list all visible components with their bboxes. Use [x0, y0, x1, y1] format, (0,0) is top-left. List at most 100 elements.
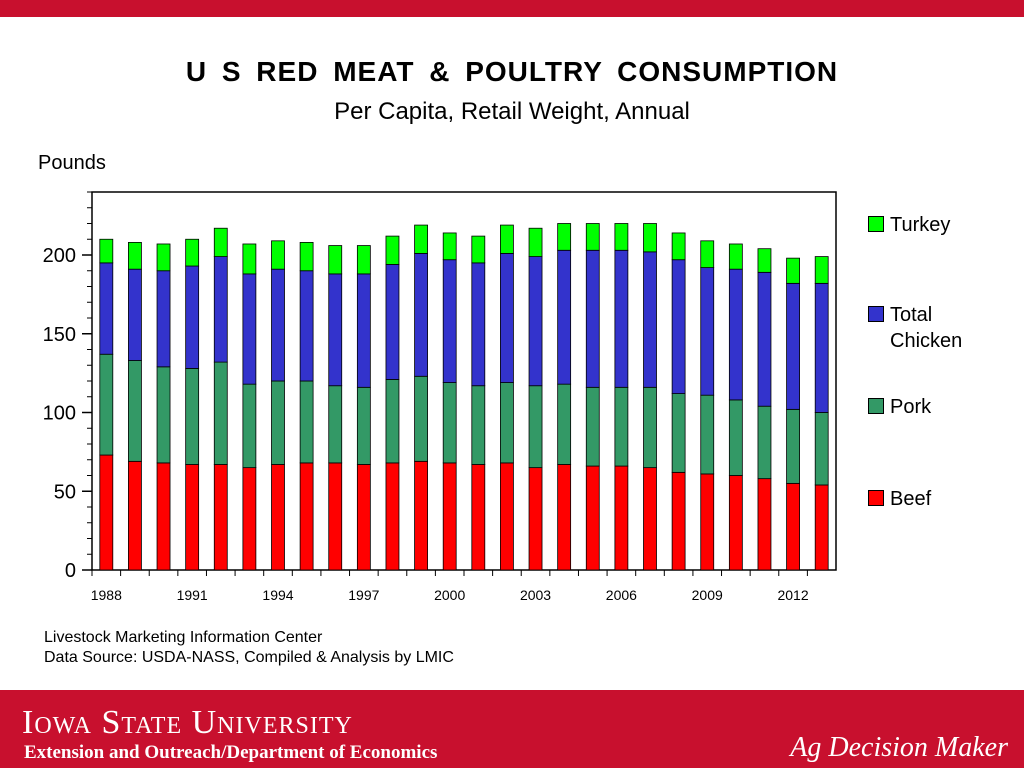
- bar-total-chicken-1998: [385, 264, 400, 380]
- bar-pork-2009: [700, 394, 715, 475]
- bar-turkey-2008: [671, 232, 686, 261]
- bar-total-chicken-1988: [99, 262, 114, 355]
- bar-beef-1997: [356, 464, 371, 571]
- stacked-bar-chart: 0 50 100 150 200 1988 1991 1994 1997 2000 2003 2006…: [43, 191, 837, 603]
- bar-beef-2002: [500, 462, 514, 571]
- bar-pork-2001: [471, 385, 486, 465]
- bar-total-chicken-2002: [500, 253, 514, 383]
- x-tick-label-1988: 1988: [91, 587, 122, 603]
- bar-pork-1999: [414, 375, 428, 462]
- x-tick-label-2000: 2000: [434, 587, 465, 603]
- bar-beef-2006: [614, 465, 629, 571]
- bar-turkey-1993: [242, 243, 257, 275]
- bar-total-chicken-2011: [757, 271, 772, 407]
- bar-pork-1995: [299, 380, 314, 464]
- bar-total-chicken-2012: [786, 282, 800, 410]
- bar-beef-1999: [414, 460, 428, 571]
- chart-subtitle: Per Capita, Retail Weight, Annual: [334, 98, 690, 125]
- department-name: Extension and Outreach/Department of Eco…: [24, 742, 438, 763]
- bar-pork-2003: [528, 385, 543, 469]
- bar-total-chicken-1992: [213, 256, 228, 363]
- bar-turkey-2011: [757, 248, 772, 273]
- x-tick-label-2012: 2012: [777, 587, 808, 603]
- bar-total-chicken-2006: [614, 249, 629, 388]
- bar-pork-2006: [614, 386, 629, 467]
- bar-total-chicken-1990: [156, 270, 171, 368]
- bar-beef-2008: [671, 471, 686, 571]
- bar-turkey-2000: [442, 232, 457, 261]
- bar-turkey-1998: [385, 235, 400, 265]
- source-line-1: Livestock Marketing Information Center: [44, 629, 323, 646]
- bar-turkey-2004: [557, 223, 572, 251]
- bar-total-chicken-1997: [356, 273, 371, 388]
- bar-beef-2007: [643, 467, 657, 571]
- bar-total-chicken-2001: [471, 262, 486, 387]
- bar-turkey-2012: [786, 257, 800, 284]
- bar-pork-1992: [213, 361, 228, 465]
- bar-total-chicken-2010: [728, 268, 743, 401]
- bar-beef-1992: [213, 464, 228, 571]
- bar-pork-2010: [728, 399, 743, 476]
- bar-beef-2004: [557, 464, 572, 571]
- bar-pork-1989: [128, 360, 142, 462]
- legend-swatch: [868, 398, 884, 414]
- bar-beef-2003: [528, 467, 543, 571]
- bar-beef-1988: [99, 454, 114, 571]
- bar-pork-2005: [585, 386, 600, 467]
- bar-pork-1990: [156, 366, 171, 464]
- bar-beef-2005: [585, 465, 600, 571]
- bar-total-chicken-2004: [557, 249, 572, 385]
- bar-turkey-1995: [299, 241, 314, 272]
- bar-pork-2013: [814, 412, 829, 486]
- legend-swatch: [868, 216, 884, 232]
- bar-beef-2009: [700, 473, 715, 571]
- bar-turkey-2013: [814, 256, 829, 284]
- y-tick-label: 50: [54, 481, 76, 503]
- bar-turkey-1990: [156, 243, 171, 272]
- legend-label: Total Chicken: [890, 304, 963, 352]
- bar-total-chicken-1999: [414, 253, 428, 377]
- chart-title: U S RED MEAT & POULTRY CONSUMPTION: [185, 56, 839, 87]
- bar-total-chicken-1995: [299, 270, 314, 382]
- bar-total-chicken-2007: [643, 251, 657, 388]
- bar-total-chicken-1993: [242, 273, 257, 385]
- bar-turkey-2005: [585, 223, 600, 251]
- top-accent-bar: [0, 0, 1024, 17]
- bar-pork-2011: [757, 405, 772, 480]
- bar-turkey-2007: [643, 223, 657, 253]
- bar-beef-2011: [757, 478, 772, 571]
- bar-pork-1993: [242, 383, 257, 469]
- bar-total-chicken-1991: [185, 265, 200, 369]
- bar-pork-2000: [442, 382, 457, 464]
- bar-beef-2001: [471, 464, 486, 571]
- bar-beef-1989: [128, 460, 142, 571]
- bar-pork-1996: [328, 385, 343, 464]
- x-tick-label-1997: 1997: [348, 587, 379, 603]
- source-note: Livestock Marketing Information Center D…: [44, 628, 454, 668]
- legend-swatch: [868, 490, 884, 506]
- bar-turkey-1988: [99, 238, 114, 264]
- bar-beef-2000: [442, 462, 457, 571]
- bar-pork-2007: [643, 386, 657, 469]
- x-tick-label-1994: 1994: [262, 587, 293, 603]
- bar-turkey-2002: [500, 224, 514, 254]
- legend-label: Turkey: [890, 214, 951, 236]
- bar-beef-1991: [185, 464, 200, 571]
- bar-pork-1988: [99, 353, 114, 456]
- bar-total-chicken-2009: [700, 267, 715, 396]
- plot-frame: [91, 191, 837, 571]
- y-tick-label: 0: [65, 560, 76, 582]
- bar-total-chicken-1994: [271, 268, 285, 382]
- bar-beef-2012: [786, 482, 800, 571]
- bar-pork-1998: [385, 379, 400, 464]
- bar-turkey-1999: [414, 224, 428, 254]
- bar-turkey-1991: [185, 238, 200, 267]
- bar-beef-2010: [728, 475, 743, 571]
- x-tick-label-2006: 2006: [606, 587, 637, 603]
- bar-beef-2013: [814, 484, 829, 571]
- bar-pork-1994: [271, 380, 285, 465]
- bar-turkey-1992: [213, 227, 228, 257]
- legend-swatch: [868, 306, 884, 322]
- bar-beef-1998: [385, 462, 400, 571]
- legend-label: Beef: [890, 488, 932, 510]
